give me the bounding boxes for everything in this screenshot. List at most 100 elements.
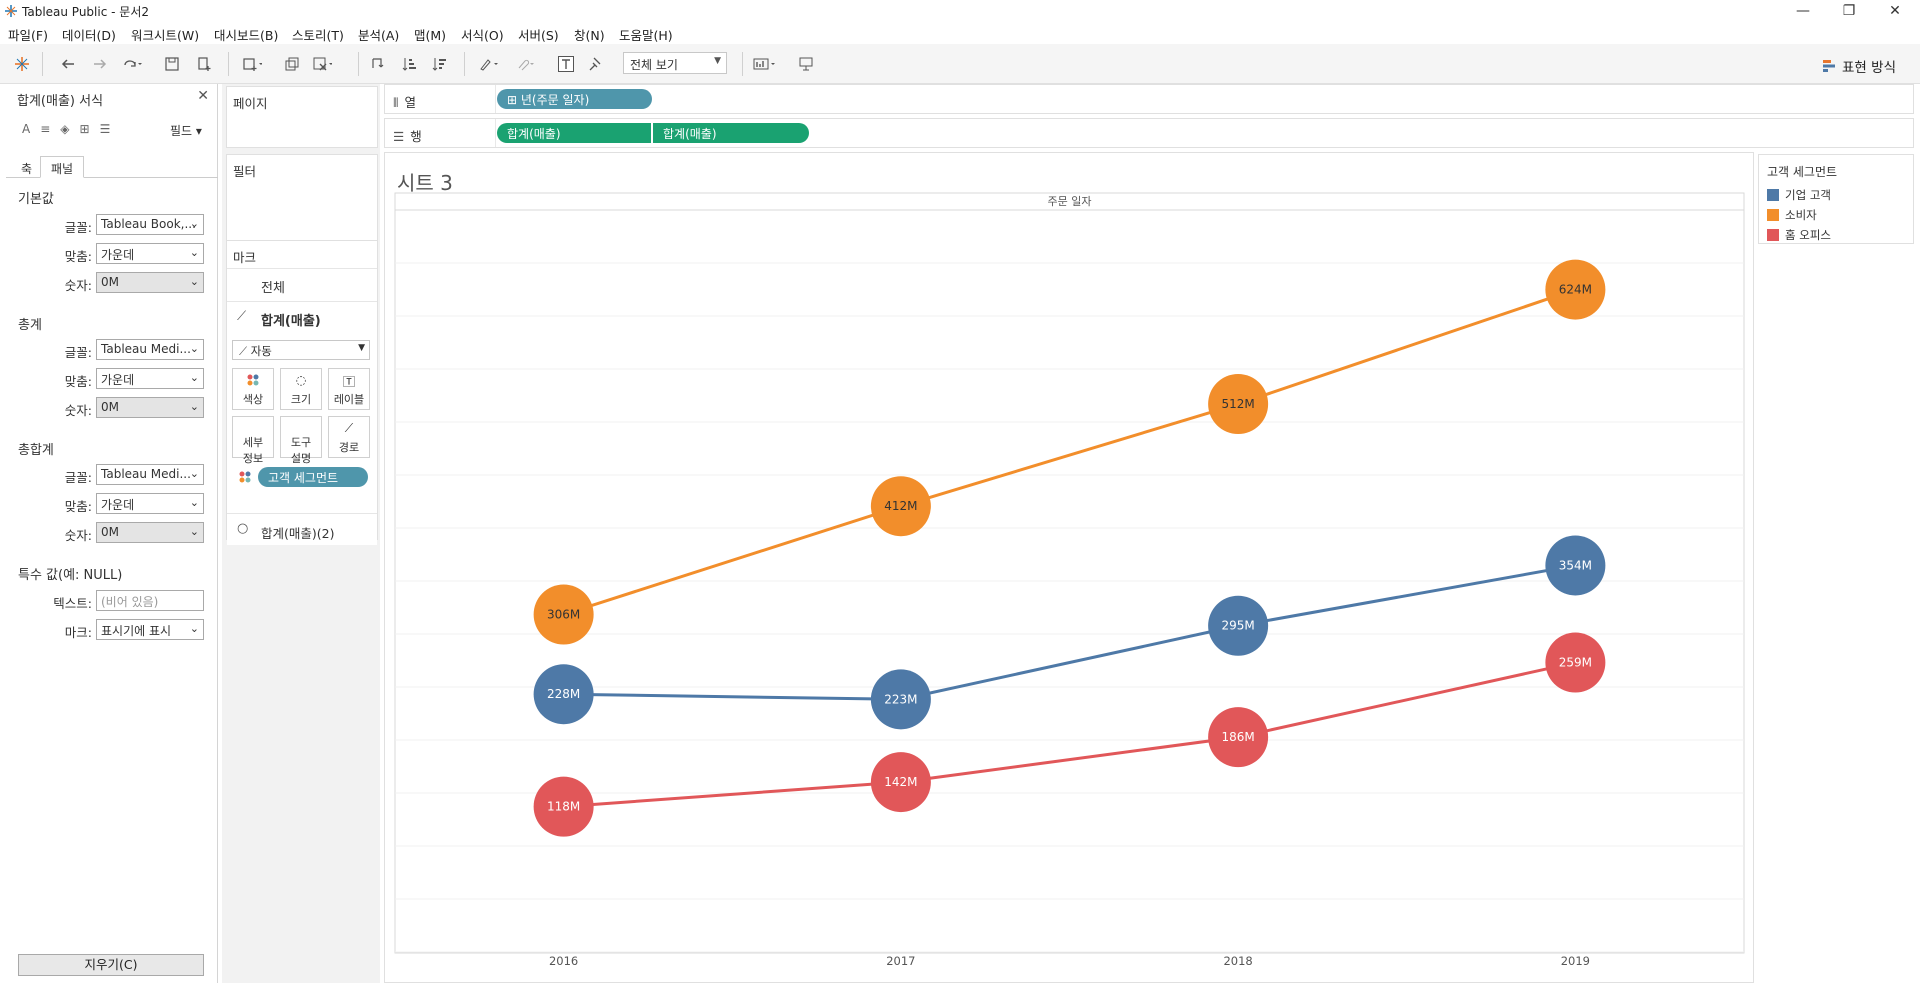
special-mark-dropdown[interactable]: 표시기에 표시 ⌄ — [96, 619, 204, 640]
show-cards-icon[interactable] — [752, 52, 776, 76]
menu-data[interactable]: 데이터(D) — [62, 28, 116, 43]
path-button[interactable]: ⟋ 경로 — [328, 416, 370, 458]
special-text-field[interactable]: (비어 있음) — [96, 590, 204, 611]
menu-story[interactable]: 스토리(T) — [292, 28, 344, 43]
lines-format-icon[interactable]: ☰ — [99, 122, 111, 136]
mark-type-dropdown[interactable]: ⟋ 자동 ▼ — [232, 340, 370, 360]
data-label: 142M — [884, 775, 917, 789]
new-worksheet-icon[interactable] — [240, 52, 264, 76]
label-button[interactable]: 🅃 레이블 — [328, 368, 370, 410]
menu-window[interactable]: 창(N) — [574, 28, 605, 43]
plus-box-icon: ⊞ — [507, 93, 518, 107]
close-window-button[interactable]: ✕ — [1889, 3, 1901, 19]
color-field-pill[interactable]: 고객 세그먼트 — [258, 467, 368, 487]
grand-font-dropdown[interactable]: Tableau Medi... ⌄ — [96, 464, 204, 485]
pin-axes-icon[interactable] — [584, 52, 608, 76]
swap-rows-columns-icon[interactable] — [366, 52, 390, 76]
columns-pill-year[interactable]: ⊞ 년(주문 일자) — [497, 89, 652, 109]
duplicate-sheet-icon[interactable] — [280, 52, 304, 76]
chevron-down-icon: ⌄ — [189, 400, 199, 413]
rows-shelf-label: ☰ 행 — [393, 126, 422, 145]
series-line — [563, 661, 1576, 809]
totals-font-dropdown[interactable]: Tableau Medi... ⌄ — [96, 339, 204, 360]
shading-format-icon[interactable]: ◈ — [60, 122, 70, 136]
new-datasource-icon[interactable] — [192, 52, 216, 76]
rows-pill-sales-2[interactable]: 합계(매출) — [653, 123, 809, 143]
totals-align-value: 가운데 — [101, 373, 135, 387]
grand-number-dropdown[interactable]: 0M ⌄ — [96, 522, 204, 543]
shelf-divider — [495, 119, 496, 147]
save-icon[interactable] — [160, 52, 184, 76]
legend-item-home-office[interactable]: 홈 오피스 — [1767, 227, 1831, 243]
redo-icon[interactable] — [88, 52, 112, 76]
size-button[interactable]: ◌ 크기 — [280, 368, 322, 410]
replay-icon[interactable] — [120, 52, 144, 76]
marks-measure1-row[interactable]: ⟋ 합계(매출) — [227, 301, 377, 333]
legend-item-consumer[interactable]: 소비자 — [1767, 207, 1817, 223]
columns-shelf[interactable]: ⦀ 열 ⊞ 년(주문 일자) — [384, 84, 1914, 114]
marks-measure1-label: 합계(매출) — [261, 314, 321, 329]
clear-button[interactable]: 지우기(C) — [18, 954, 204, 976]
x-tick-label: 2018 — [1223, 954, 1252, 968]
undo-icon[interactable] — [56, 52, 80, 76]
show-mark-labels-icon[interactable] — [554, 52, 578, 76]
color-dots-icon — [238, 470, 252, 487]
close-icon[interactable]: ✕ — [197, 88, 209, 104]
legend-title: 고객 세그먼트 — [1767, 165, 1838, 179]
alignment-format-icon[interactable]: ≡ — [40, 122, 51, 136]
tooltip-button[interactable]: 도구 설명 — [280, 416, 322, 465]
clear-sheet-icon[interactable] — [310, 52, 334, 76]
rows-pill-sales-1[interactable]: 합계(매출) — [497, 123, 651, 143]
presentation-mode-icon[interactable] — [794, 52, 818, 76]
sort-descending-icon[interactable] — [428, 52, 452, 76]
toolbar-separator — [42, 52, 43, 76]
tab-axis[interactable]: 축 — [21, 162, 33, 176]
default-align-dropdown[interactable]: 가운데 ⌄ — [96, 243, 204, 264]
default-number-dropdown[interactable]: 0M ⌄ — [96, 272, 204, 293]
totals-number-dropdown[interactable]: 0M ⌄ — [96, 397, 204, 418]
path-button-label: 경로 — [338, 441, 360, 454]
highlight-icon[interactable] — [476, 52, 500, 76]
show-me-button[interactable]: 표현 방식 — [1822, 56, 1896, 76]
rows-shelf[interactable]: ☰ 행 합계(매출) 합계(매출) — [384, 118, 1914, 148]
marks-measure2-row[interactable]: ○ 합계(매출)(2) — [227, 513, 377, 545]
fit-dropdown[interactable]: 전체 보기 ▼ — [623, 52, 727, 74]
menu-file[interactable]: 파일(F) — [8, 28, 48, 43]
data-point — [1208, 374, 1269, 435]
default-font-dropdown[interactable]: Tableau Book,... ⌄ — [96, 214, 204, 235]
label-button-label: 레이블 — [333, 393, 365, 406]
totals-align-dropdown[interactable]: 가운데 ⌄ — [96, 368, 204, 389]
minimize-button[interactable]: — — [1796, 3, 1810, 19]
sort-ascending-icon[interactable] — [398, 52, 422, 76]
series-line — [563, 288, 1576, 616]
borders-format-icon[interactable]: ⊞ — [79, 122, 90, 136]
menu-bar: 파일(F) 데이터(D) 워크시트(W) 대시보드(B) 스토리(T) 분석(A… — [0, 22, 1920, 44]
menu-analysis[interactable]: 분석(A) — [358, 28, 400, 43]
window-title: Tableau Public - 문서2 — [22, 5, 149, 19]
fields-dropdown[interactable]: 필드 ▾ — [170, 124, 202, 138]
show-me-icon — [1823, 60, 1836, 72]
chevron-down-icon: ⌄ — [189, 496, 199, 509]
font-format-icon[interactable]: A — [22, 122, 31, 136]
marks-all-row[interactable]: 전체 — [227, 268, 377, 300]
menu-format[interactable]: 서식(O) — [461, 28, 504, 43]
menu-dashboard[interactable]: 대시보드(B) — [214, 28, 279, 43]
color-legend: 고객 세그먼트 기업 고객 소비자 홈 오피스 — [1758, 154, 1914, 244]
grand-align-value: 가운데 — [101, 498, 135, 512]
toolbar-separator — [742, 52, 743, 76]
mark-label: 마크: — [64, 625, 92, 640]
legend-item-corporate[interactable]: 기업 고객 — [1767, 187, 1831, 203]
grand-align-dropdown[interactable]: 가운데 ⌄ — [96, 493, 204, 514]
menu-map[interactable]: 맵(M) — [414, 28, 447, 43]
pages-card: 페이지 — [226, 86, 378, 148]
color-button-label: 색상 — [242, 393, 264, 406]
color-button[interactable]: 색상 — [232, 368, 274, 410]
menu-worksheet[interactable]: 워크시트(W) — [131, 28, 200, 43]
menu-server[interactable]: 서버(S) — [518, 28, 559, 43]
restore-button[interactable]: ❐ — [1842, 3, 1856, 19]
detail-button[interactable]: 세부 정보 — [232, 416, 274, 465]
tableau-home-icon[interactable] — [10, 52, 34, 76]
tab-pane[interactable]: 패널 — [40, 156, 85, 178]
menu-help[interactable]: 도움말(H) — [619, 28, 673, 43]
group-paperclip-icon[interactable] — [512, 52, 536, 76]
